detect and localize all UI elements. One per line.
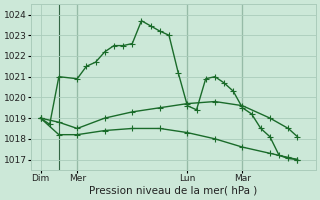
X-axis label: Pression niveau de la mer( hPa ): Pression niveau de la mer( hPa )	[90, 186, 258, 196]
